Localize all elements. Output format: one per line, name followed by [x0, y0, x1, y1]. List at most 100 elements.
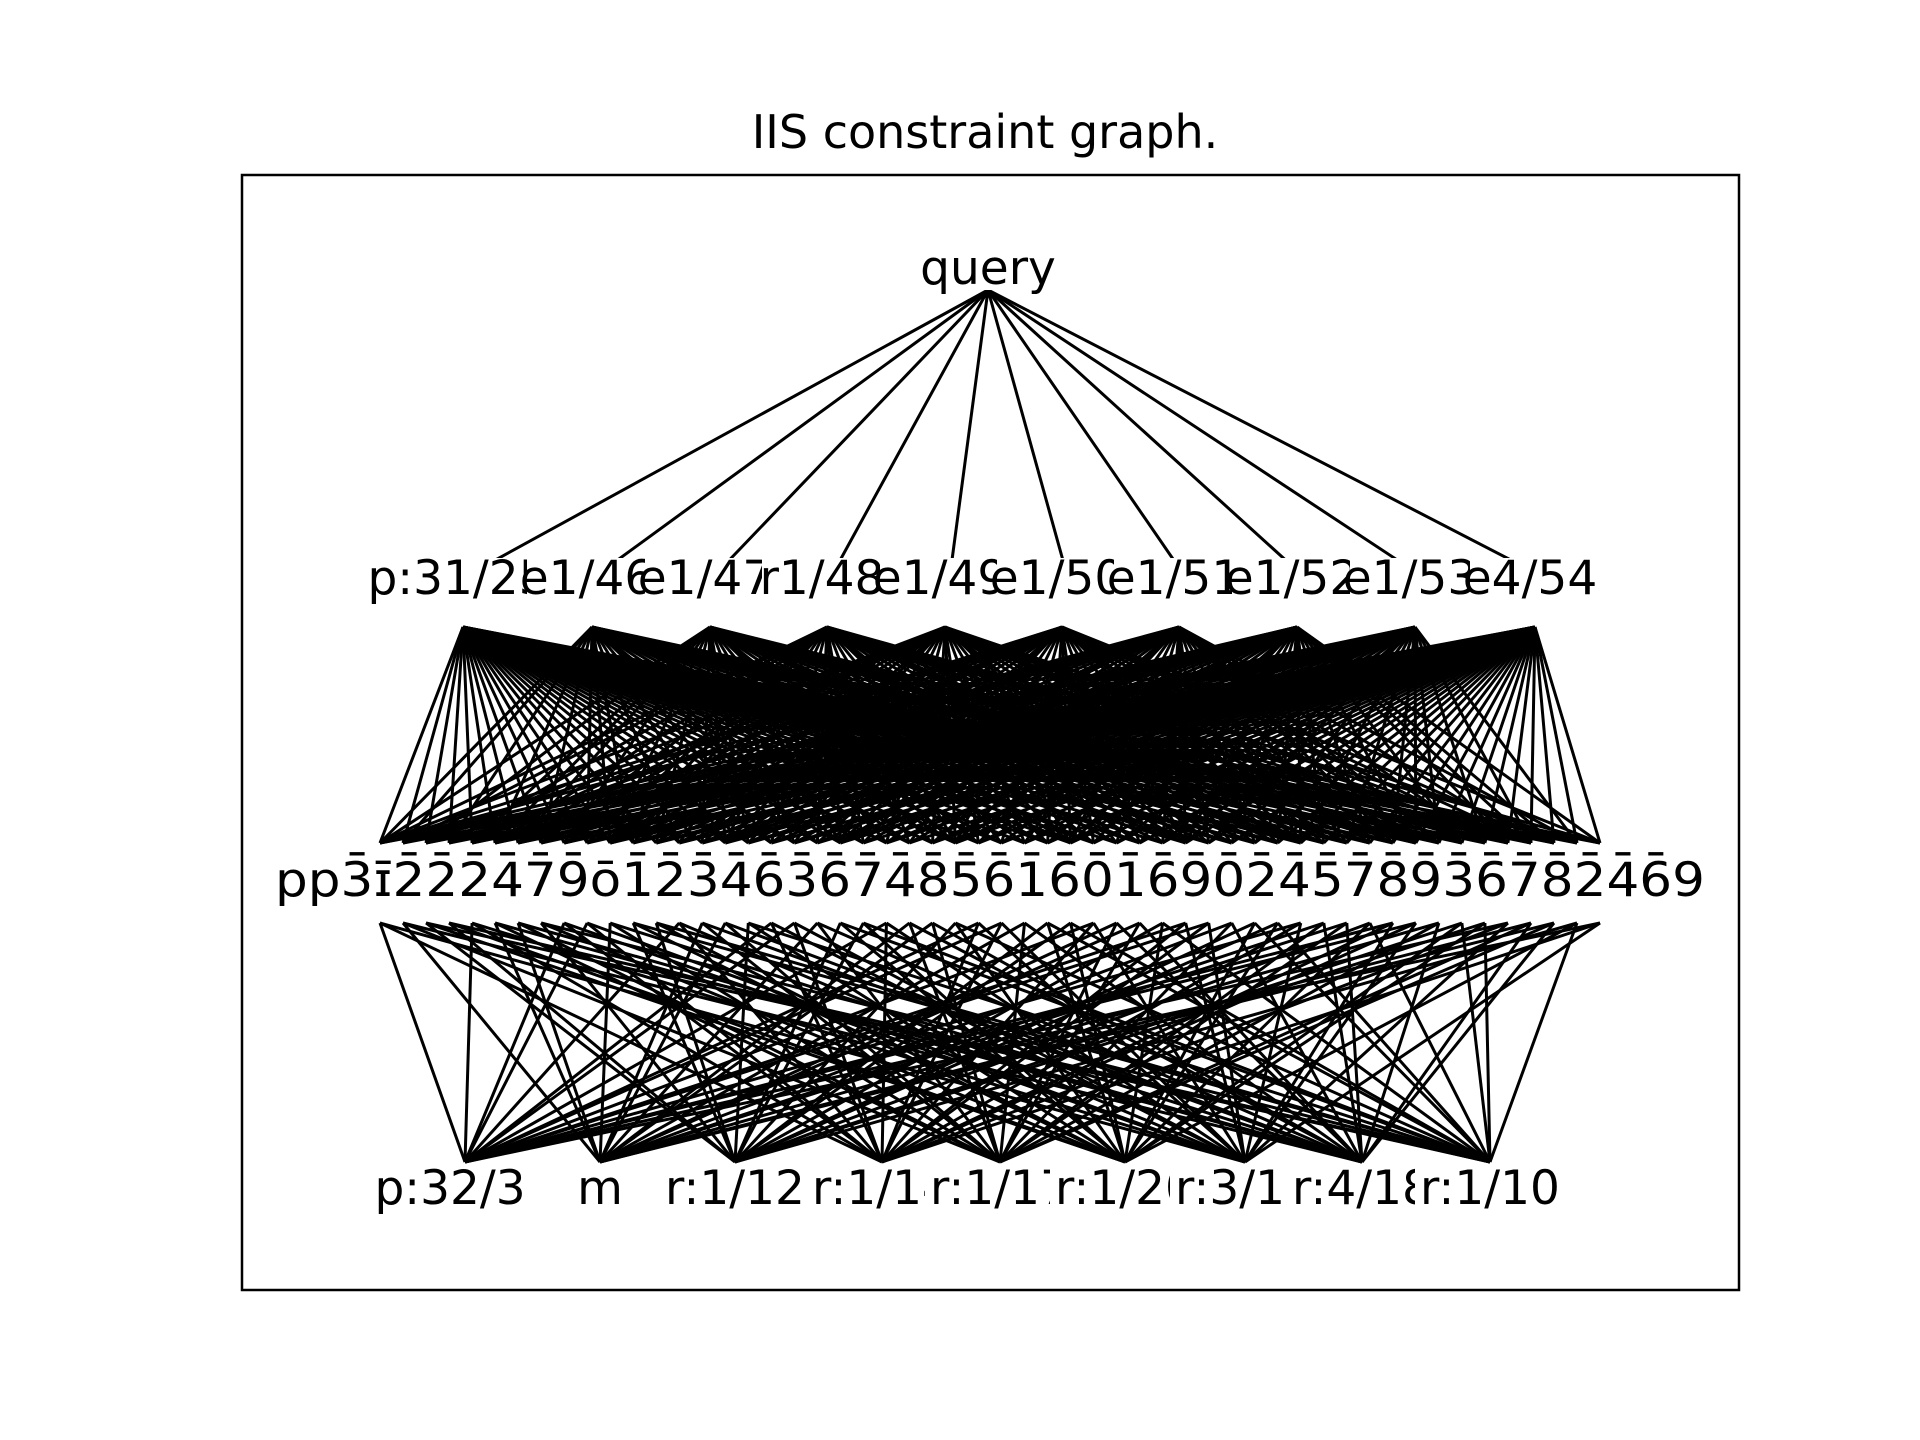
- edge-upper-9-to-middle-47: [1460, 626, 1537, 844]
- edge-middle-0-to-lower-0: [378, 922, 467, 1163]
- edge-middle-52-to-lower-2: [734, 921, 1578, 1164]
- edge-middle-33-to-lower-1: [599, 921, 1141, 1164]
- edge-query-to-upper-7: [986, 288, 1304, 577]
- edge-middle-21-to-lower-8: [862, 921, 1491, 1164]
- edge-middle-9-to-lower-0: [463, 922, 589, 1163]
- edge-middle-51-to-lower-7: [1360, 922, 1556, 1163]
- edge-upper-9-to-middle-30: [1069, 625, 1536, 845]
- edge-middle-47-to-lower-8: [1460, 922, 1492, 1163]
- edge-middle-39-to-lower-8: [1276, 922, 1492, 1163]
- edge-upper-9-to-middle-39: [1276, 625, 1536, 845]
- edge-upper-9-to-middle-36: [1207, 625, 1536, 845]
- edge-middle-34-to-lower-2: [734, 921, 1164, 1164]
- edge-upper-9-to-middle-51: [1533, 626, 1556, 844]
- edge-middle-25-to-lower-5: [954, 922, 1127, 1163]
- node-upper-4-box: [880, 558, 1000, 598]
- node-lower-1: m: [525, 1161, 675, 1216]
- edge-middle-41-to-lower-4: [999, 921, 1325, 1164]
- node-query: query: [920, 241, 1056, 296]
- edge-upper-6-to-middle-0: [379, 625, 1180, 845]
- edge-upper-0-to-middle-0: [378, 626, 465, 844]
- edge-upper-9-to-middle-42: [1345, 626, 1537, 844]
- edge-middle-13-to-lower-0: [463, 921, 681, 1164]
- edge-query-to-upper-1: [596, 288, 989, 577]
- node-query-label: query: [920, 241, 1056, 296]
- edge-upper-9-to-middle-28: [1023, 625, 1536, 845]
- edge-middle-46-to-lower-4: [999, 921, 1440, 1164]
- edge-upper-9-to-middle-46: [1437, 626, 1537, 844]
- edge-upper-9-to-middle-37: [1230, 625, 1536, 845]
- node-upper-7: e1/52: [1225, 551, 1359, 606]
- node-upper-2: e1/47: [638, 551, 772, 606]
- node-upper-9-label: e4/54: [1463, 551, 1597, 606]
- node-upper-5-label: e1/50: [990, 551, 1124, 606]
- edge-middle-28-to-lower-1: [599, 921, 1026, 1164]
- edge-middle-36-to-lower-3: [881, 921, 1210, 1164]
- edge-middle-25-to-lower-8: [954, 921, 1491, 1164]
- edge-upper-9-to-middle-53: [1533, 626, 1602, 844]
- node-lower-8: r:1/10: [1415, 1161, 1565, 1216]
- node-upper-5-box: [997, 558, 1117, 598]
- node-lower-8-box: [1415, 1168, 1565, 1208]
- edge-layer: [378, 288, 1602, 1164]
- edge-middle-42-to-lower-7: [1345, 922, 1364, 1163]
- node-upper-1-box: [527, 558, 647, 598]
- axes-frame: [240, 173, 1741, 1292]
- node-upper-1: e1/46: [520, 551, 654, 606]
- node-lower-7-label: r:4/18: [1292, 1161, 1432, 1216]
- edge-middle-46-to-lower-1: [599, 921, 1440, 1164]
- edge-middle-50-to-lower-4: [999, 921, 1532, 1164]
- edge-upper-9-to-middle-50: [1529, 626, 1537, 844]
- edge-upper-9-to-middle-52: [1533, 626, 1579, 844]
- edge-query-to-upper-5: [986, 289, 1069, 576]
- edge-upper-9-to-middle-49: [1506, 626, 1537, 844]
- edge-middle-22-to-lower-0: [464, 921, 888, 1164]
- edge-middle-45-to-lower-3: [881, 921, 1417, 1164]
- edge-middle-32-to-lower-1: [599, 921, 1118, 1164]
- node-lower-2: r:1/12: [660, 1161, 810, 1216]
- edge-middle-52-to-lower-8: [1488, 922, 1579, 1163]
- node-layer: queryp:31/25e1/46e1/47r1/48e1/49e1/50e1/…: [275, 241, 1705, 1216]
- edge-upper-9-to-middle-35: [1184, 625, 1536, 845]
- edge-upper-9-to-middle-41: [1322, 625, 1537, 845]
- node-lower-2-box: [660, 1168, 810, 1208]
- edge-middle-53-to-lower-0: [464, 921, 1601, 1164]
- node-lower-4-label: r:1/17: [930, 1161, 1070, 1216]
- edge-middle-36-to-lower-6: [1207, 922, 1247, 1163]
- edge-upper-1-to-middle-0: [378, 625, 594, 845]
- edge-middle-48-to-lower-2: [734, 921, 1486, 1164]
- edge-middle-42-to-lower-1: [599, 921, 1348, 1164]
- edge-upper-9-to-middle-38: [1253, 625, 1536, 845]
- node-upper-2-label: e1/47: [638, 551, 772, 606]
- edge-query-to-upper-4: [948, 289, 990, 576]
- node-lower-1-label: m: [577, 1161, 623, 1216]
- node-upper-3-label: r1/48: [760, 551, 885, 606]
- edge-upper-9-to-middle-33: [1138, 625, 1536, 845]
- edge-upper-0-to-middle-2: [424, 626, 465, 844]
- edge-middle-51-to-lower-1: [599, 921, 1555, 1164]
- node-upper-3: r1/48: [760, 551, 885, 606]
- edge-query-to-upper-0: [467, 288, 989, 577]
- node-middle-cluster: pp3̄ɪ̄2̄2̄2̄4̄7̄9̄ō1̄2̄3̄4̄6̄3̄6̄7̄4̄8̄5…: [275, 852, 1705, 908]
- edge-middle-29-to-lower-5: [1046, 922, 1127, 1163]
- node-upper-4: e1/49: [873, 551, 1007, 606]
- edge-middle-42-to-lower-4: [999, 921, 1348, 1164]
- node-upper-7-box: [1232, 558, 1352, 598]
- node-lower-8-label: r:1/10: [1420, 1161, 1560, 1216]
- node-upper-4-label: e1/49: [873, 551, 1007, 606]
- edge-upper-9-to-middle-34: [1161, 625, 1536, 845]
- edge-query-to-upper-3: [830, 289, 990, 576]
- node-upper-9: e4/54: [1463, 551, 1597, 606]
- node-upper-6-label: e1/51: [1107, 551, 1241, 606]
- edge-middle-39-to-lower-2: [734, 921, 1279, 1164]
- node-upper-8: e1/53: [1343, 551, 1477, 606]
- node-upper-1-label: e1/46: [520, 551, 654, 606]
- node-lower-1-box: [525, 1168, 675, 1208]
- edge-middle-27-to-lower-6: [1000, 921, 1247, 1164]
- edge-upper-9-to-middle-48: [1483, 626, 1537, 844]
- figure-title: IIS constraint graph.: [752, 105, 1219, 159]
- edge-query-to-upper-9: [987, 288, 1541, 577]
- edge-middle-38-to-lower-2: [734, 921, 1256, 1164]
- node-query-box: [952, 246, 1024, 290]
- edge-middle-53-to-lower-3: [881, 921, 1601, 1164]
